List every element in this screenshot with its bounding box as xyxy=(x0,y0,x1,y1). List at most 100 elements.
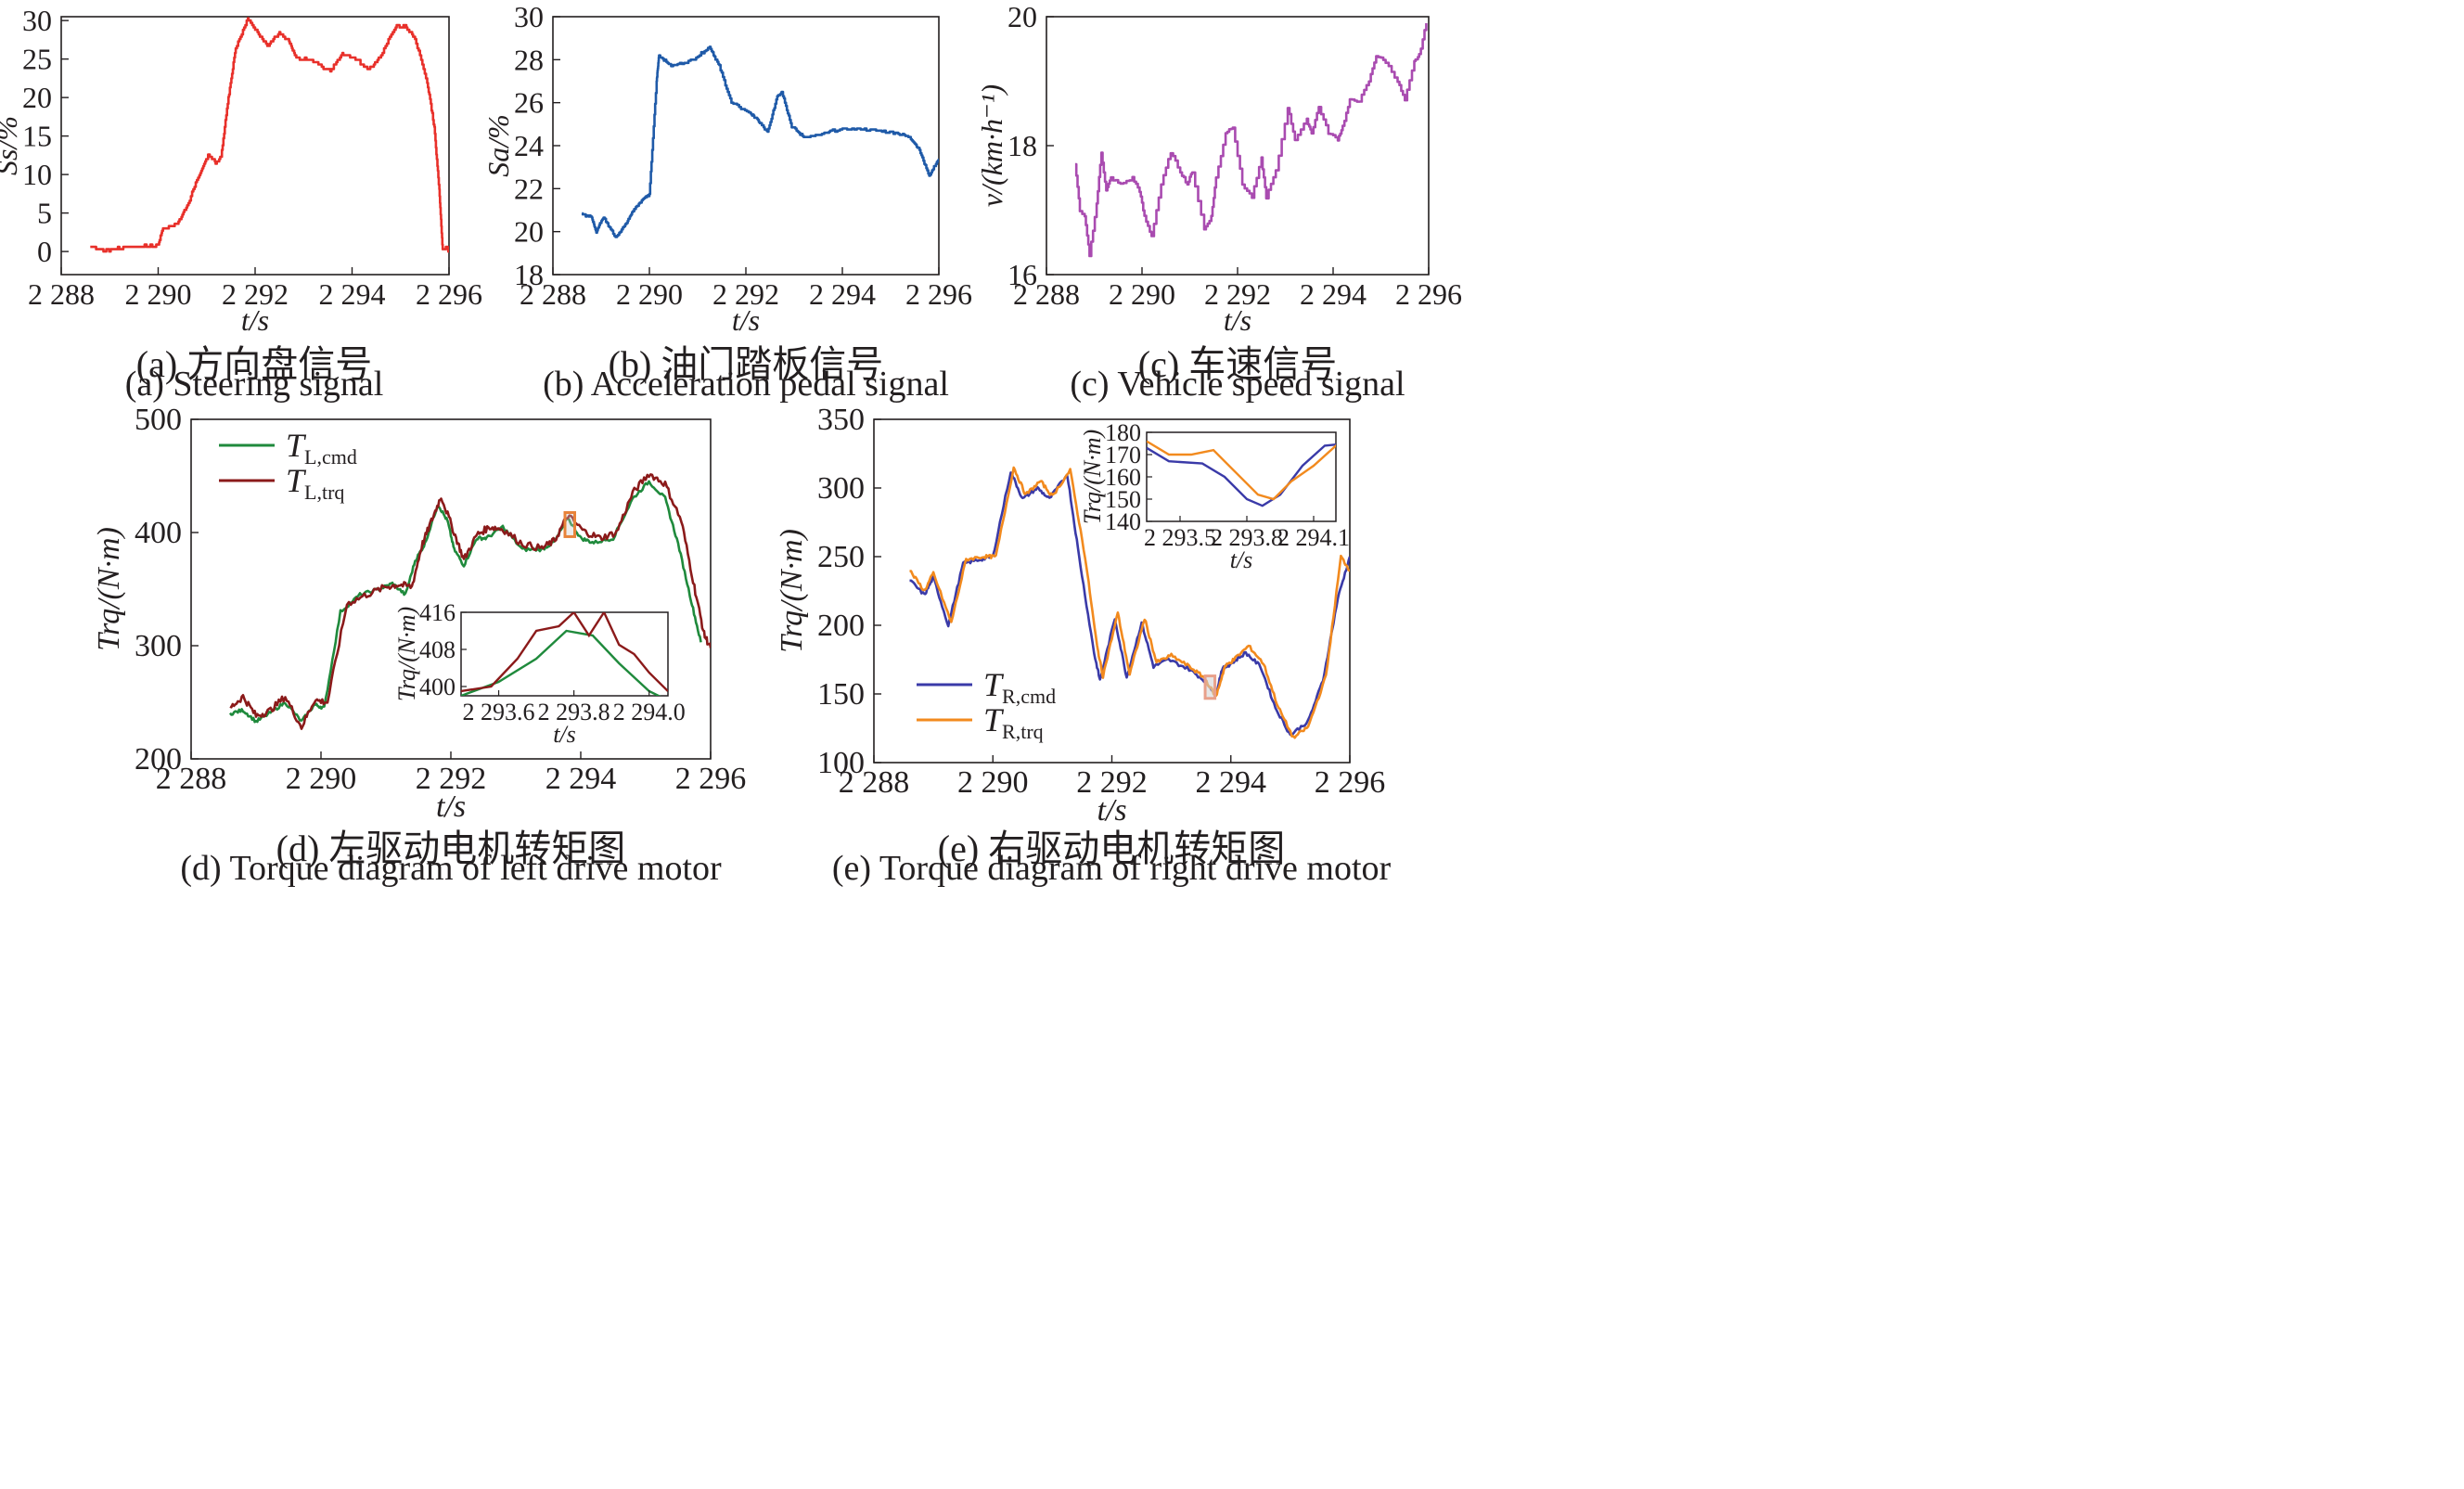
y-tick-label: 200 xyxy=(817,609,865,643)
panel-b: 2 288 2 290 2 292 2 294 2 296 18 20 22 24 26 28 30 t… xyxy=(481,0,972,337)
panel-e: 2 288 2 290 2 292 2 294 2 296 100 150 200 250 300… xyxy=(775,403,1386,828)
inset-x-tick-label: 2 293.8 xyxy=(1211,524,1283,551)
x-tick-label: 2 290 xyxy=(125,277,192,311)
x-tick-label: 2 288 xyxy=(520,277,586,311)
series-group xyxy=(1074,23,1428,258)
inset-y-label: Trq/(N·m) xyxy=(393,607,420,701)
series-group xyxy=(90,17,449,253)
plot-frame xyxy=(552,16,940,276)
y-tick-label: 0 xyxy=(37,235,52,268)
x-tick-label: 2 292 xyxy=(712,277,779,311)
y-tick-label: 15 xyxy=(22,120,52,153)
x-tick-label: 2 296 xyxy=(1315,765,1386,800)
y-tick-label: 22 xyxy=(514,172,544,205)
caption-en-e: (e) Torque diagram of right drive motor xyxy=(831,849,1392,888)
x-tick-label: 2 294 xyxy=(319,277,386,311)
y-tick-label: 20 xyxy=(1007,0,1037,33)
x-tick-label: 2 292 xyxy=(416,762,487,796)
x-tick-label: 2 288 xyxy=(156,762,227,796)
y-tick-label: 16 xyxy=(1007,258,1037,291)
y-tick-label: 100 xyxy=(817,746,865,780)
caption-en-a: (a) Steering signal xyxy=(124,365,384,404)
inset-x-label: t/s xyxy=(553,721,576,748)
series-group xyxy=(228,473,711,730)
caption-cn-e: (e) 右驱动电机转矩图 xyxy=(937,828,1286,869)
inset-y-tick-label: 408 xyxy=(419,636,456,663)
x-tick-label: 2 288 xyxy=(28,277,95,311)
inset-series xyxy=(461,612,668,696)
y-tick-label: 300 xyxy=(817,471,865,506)
inset-series xyxy=(1147,440,1336,507)
caption-en-c: (c) Vehicle speed signal xyxy=(1070,365,1405,404)
caption-cn-d: (d) 左驱动电机转矩图 xyxy=(276,828,626,869)
y-tick-label: 18 xyxy=(514,258,544,291)
inset-y-tick-label: 416 xyxy=(419,599,456,626)
inset-y-tick-label: 140 xyxy=(1105,508,1141,535)
x-tick-label: 2 296 xyxy=(416,277,482,311)
panel-d: 2 288 2 290 2 292 2 294 2 296 200 300 400 500 t/s… xyxy=(92,403,746,824)
inset-series-line xyxy=(1147,443,1336,507)
y-tick-label: 400 xyxy=(135,516,182,550)
caption-cn-a: (a) 方向盘信号 xyxy=(135,343,373,385)
y-tick-label: 18 xyxy=(1007,129,1037,162)
x-axis-label: t/s xyxy=(436,789,466,824)
inset-y-label: Trq/(N·m) xyxy=(1079,430,1106,524)
y-axis-label: Sa/% xyxy=(481,114,515,177)
x-tick-label: 2 296 xyxy=(1395,277,1462,311)
inset-x-tick-label: 2 293.5 xyxy=(1144,524,1216,551)
y-tick-label: 150 xyxy=(817,677,865,712)
y-axis-label: Ss/% xyxy=(0,116,23,175)
inset-x-tick-label: 2 293.6 xyxy=(463,699,535,725)
y-tick-label: 30 xyxy=(514,0,544,33)
x-axis-label: t/s xyxy=(732,303,760,337)
x-tick-label: 2 292 xyxy=(222,277,289,311)
caption-cn-c: (c) 车速信号 xyxy=(1137,343,1338,385)
y-tick-label: 200 xyxy=(135,742,182,777)
y-tick-label: 350 xyxy=(817,403,865,437)
zoom-region-box xyxy=(1203,674,1217,700)
y-tick-label: 30 xyxy=(22,4,52,37)
x-tick-label: 2 294 xyxy=(809,277,876,311)
series-line-a xyxy=(90,17,449,253)
x-tick-label: 2 292 xyxy=(1076,765,1148,800)
series-line-trtrq xyxy=(909,466,1350,739)
series-group xyxy=(909,466,1350,739)
y-tick-label: 250 xyxy=(817,540,865,574)
y-tick-label: 5 xyxy=(37,197,52,230)
plot-frame xyxy=(60,16,450,276)
x-tick-label: 2 290 xyxy=(286,762,357,796)
y-tick-label: 10 xyxy=(22,158,52,191)
inset-y-tick-label: 150 xyxy=(1105,486,1141,513)
x-axis-label: t/s xyxy=(241,303,269,337)
x-tick-label: 2 296 xyxy=(905,277,972,311)
caption-en-d: (d) Torque diagram of left drive motor xyxy=(180,849,722,888)
series-line-b xyxy=(581,45,939,238)
x-axis-label: t/s xyxy=(1097,793,1126,828)
x-tick-label: 2 294 xyxy=(545,762,617,796)
inset-x-tick-label: 2 294.0 xyxy=(613,699,686,725)
inset-d: 2 293.6 2 293.8 2 294.0 400 408 416 t/s Trq/(N·… xyxy=(393,599,686,748)
y-tick-label: 25 xyxy=(22,43,52,76)
x-tick-label: 2 294 xyxy=(1300,277,1367,311)
x-tick-label: 2 292 xyxy=(1204,277,1271,311)
inset-y-tick-label: 180 xyxy=(1105,419,1141,446)
panel-c: 2 288 2 290 2 292 2 294 2 296 16 18 20 t/s v/(km·… xyxy=(975,0,1462,337)
series-line-c xyxy=(1074,23,1428,258)
x-tick-label: 2 296 xyxy=(675,762,747,796)
y-tick-label: 20 xyxy=(514,215,544,249)
inset-x-tick-label: 2 293.8 xyxy=(538,699,610,725)
inset-series-line xyxy=(461,629,661,696)
zoom-region-box xyxy=(563,510,576,538)
x-tick-label: 2 294 xyxy=(1196,765,1267,800)
x-tick-label: 2 290 xyxy=(957,765,1029,800)
inset-series-line xyxy=(461,612,668,693)
y-tick-label: 24 xyxy=(514,129,544,162)
y-tick-label: 20 xyxy=(22,81,52,114)
series-line-tltrq xyxy=(229,473,711,730)
x-tick-label: 2 290 xyxy=(1109,277,1175,311)
series-group xyxy=(581,45,939,238)
y-tick-label: 28 xyxy=(514,43,544,76)
y-tick-label: 26 xyxy=(514,86,544,120)
